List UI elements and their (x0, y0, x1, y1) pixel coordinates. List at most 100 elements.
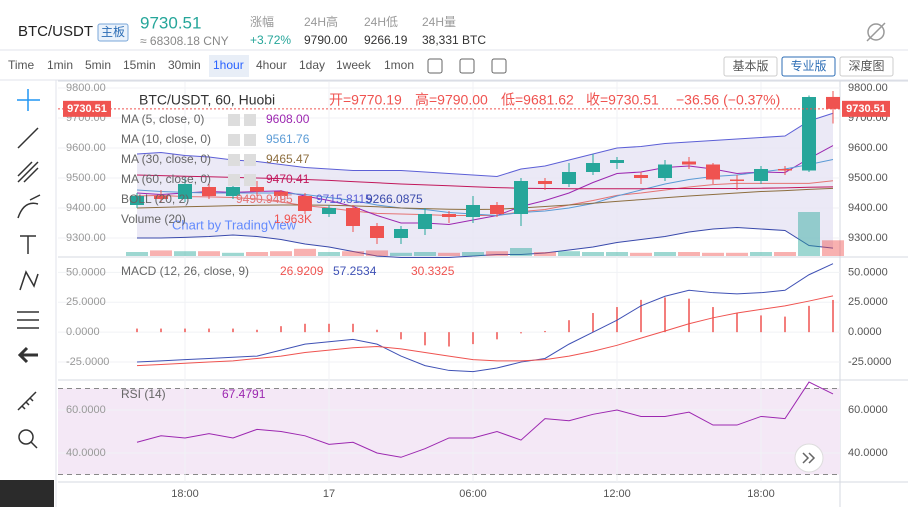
legend-icon[interactable] (228, 134, 240, 146)
last-price: 9730.51 (140, 13, 201, 32)
legend-icon[interactable] (244, 134, 256, 146)
ma-legend: MA (10, close, 0) (121, 132, 211, 146)
selected-interval-bg (209, 55, 249, 77)
stat-value: +3.72% (250, 33, 291, 47)
ohlc-legend: −36.56 (−0.37%) (676, 92, 780, 108)
candle-body (418, 214, 432, 229)
volume-bar (174, 251, 196, 256)
stat-label: 涨幅 (250, 14, 274, 29)
ohlc-legend: 收=9730.51 (586, 92, 659, 108)
volume-bar (582, 252, 604, 256)
ma-legend: MA (5, close, 0) (121, 112, 204, 126)
candle-body (442, 214, 456, 217)
crosshair-tool[interactable] (17, 89, 40, 111)
candle-body (706, 164, 720, 180)
x-tick-label: 12:00 (603, 488, 631, 500)
volume-bar (342, 251, 364, 256)
x-tick-label: 06:00 (459, 488, 487, 500)
legend-icon[interactable] (244, 154, 256, 166)
interval-button[interactable]: 1week (336, 58, 372, 72)
settings-icon[interactable] (459, 58, 475, 74)
volume-legend: Volume (20) (121, 212, 186, 226)
view-button-box[interactable] (839, 56, 894, 77)
y-tick-label: 9800.00 (848, 82, 888, 94)
interval-button[interactable]: 1mon (384, 58, 414, 72)
stat-label: 24H低 (364, 15, 398, 29)
interval-button[interactable]: 1hour (213, 58, 244, 72)
candle-body (274, 191, 288, 196)
interval-button[interactable]: 4hour (256, 58, 287, 72)
y-tick-label-left: 40.0000 (66, 447, 106, 459)
candle-body (562, 172, 576, 184)
view-button-box[interactable] (723, 56, 778, 77)
stat-value: 9790.00 (304, 33, 348, 47)
rsi-value: 67.4791 (222, 387, 266, 401)
brush-tool[interactable] (17, 194, 41, 219)
view-button[interactable]: 专业版 (790, 58, 826, 73)
boll-value: 9490.9495 (236, 192, 293, 206)
rsi-line (136, 381, 834, 458)
interval-button[interactable]: 30min (168, 58, 201, 72)
view-button-box[interactable] (781, 56, 836, 77)
scroll-button[interactable] (794, 443, 824, 473)
measure-tool[interactable] (17, 391, 37, 411)
candle-body (154, 196, 168, 199)
stat-value: 9266.19 (364, 33, 408, 47)
trendline-tool[interactable] (17, 127, 39, 149)
y-tick-label: 9600.00 (848, 142, 888, 154)
candle-body (250, 187, 264, 192)
theme-icon[interactable] (866, 22, 886, 42)
y-tick-label-left: 9800.00 (66, 82, 106, 94)
legend-icon[interactable] (228, 114, 240, 126)
pattern-tool[interactable] (19, 270, 39, 291)
candle-body (514, 181, 528, 214)
y-tick-label: 40.0000 (848, 447, 888, 459)
interval-button[interactable]: 5min (85, 58, 111, 72)
text-tool[interactable] (20, 235, 36, 254)
zoom-tool[interactable] (18, 429, 38, 449)
ma-value: 9465.47 (266, 152, 310, 166)
pair: BTC/USDT (18, 23, 93, 40)
view-button[interactable]: 基本版 (732, 59, 768, 73)
interval-button[interactable]: Time (8, 58, 35, 72)
boll-fill (137, 113, 833, 258)
y-tick-label-left: 0.0000 (66, 326, 100, 338)
legend-icon[interactable] (244, 114, 256, 126)
candle-body (130, 196, 144, 205)
interval-button[interactable]: 1day (299, 58, 325, 72)
volume-bar (150, 250, 172, 256)
fib-tool[interactable] (17, 161, 39, 183)
volume-bar (534, 252, 556, 256)
collapse-button[interactable] (0, 480, 54, 507)
macd-value: 26.9209 (280, 264, 324, 278)
interval-button[interactable]: 15min (123, 58, 156, 72)
ma-legend: MA (60, close, 0) (121, 172, 211, 186)
candle-body (730, 179, 744, 181)
fullscreen-icon[interactable] (491, 58, 507, 74)
current-price-label: 9730.51 (67, 103, 107, 115)
ma-legend: MA (30, close, 0) (121, 152, 211, 166)
candle-body (202, 187, 216, 196)
volume-bar (126, 252, 148, 256)
boll-lower (137, 226, 834, 258)
candle-body (346, 208, 360, 226)
y-tick-label: 60.0000 (848, 404, 888, 416)
view-button[interactable]: 深度图 (848, 58, 884, 73)
chart-type-icon[interactable] (427, 58, 443, 74)
interval-button[interactable]: 1min (47, 58, 73, 72)
volume-bar (558, 251, 580, 256)
candle-body (634, 175, 648, 178)
candle-body (610, 160, 624, 163)
macd-value: 57.2534 (333, 264, 377, 278)
signal-line (136, 295, 834, 367)
volume-bar (414, 252, 436, 256)
back-tool[interactable] (17, 346, 38, 364)
legend-icon[interactable] (228, 174, 240, 186)
current-price-box (63, 100, 111, 117)
legend-icon[interactable] (244, 174, 256, 186)
volume-bar (726, 252, 748, 256)
legend-icon[interactable] (228, 154, 240, 166)
stat-label: 24H高 (304, 14, 338, 29)
prediction-tool[interactable] (17, 311, 39, 329)
